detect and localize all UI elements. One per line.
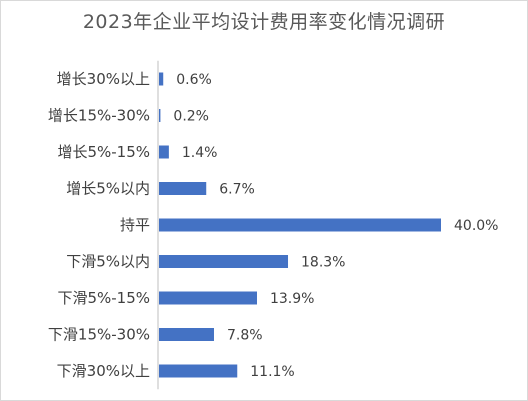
chart-title: 2023年企业平均设计费用率变化情况调研 [82,11,446,33]
category-label: 增长15%-30% [48,107,150,125]
bar [159,72,164,86]
bar [159,328,214,341]
bar [159,218,441,232]
data-label: 7.8% [227,328,263,344]
data-label: 40.0% [454,218,498,234]
bar [159,255,289,268]
bar [159,364,238,378]
bar [159,291,257,305]
bar [159,145,169,159]
category-label: 增长30%以上 [57,70,150,88]
data-label: 6.7% [219,182,255,198]
category-label: 下滑5%-15% [57,289,150,307]
data-label: 1.4% [182,145,218,161]
category-label: 持平 [120,216,150,234]
data-label: 13.9% [270,291,314,307]
bar [159,109,161,122]
category-label: 下滑30%以上 [57,362,150,380]
bar [159,182,207,195]
data-label: 0.2% [173,109,209,125]
data-label: 0.6% [176,72,212,88]
category-label: 下滑15%-30% [48,326,150,344]
category-label: 增长5%-15% [57,143,150,161]
category-label: 增长5%以内 [66,180,150,198]
data-label: 18.3% [301,255,345,271]
category-label: 下滑5%以内 [66,253,150,271]
data-label: 11.1% [250,364,294,380]
